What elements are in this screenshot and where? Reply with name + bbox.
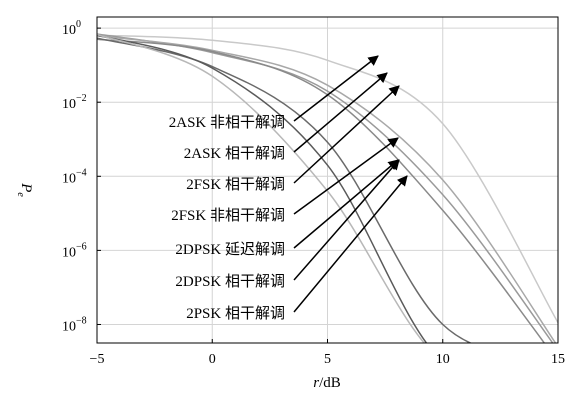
series-line-3 — [97, 35, 557, 343]
x-axis-unit: /dB — [319, 375, 341, 391]
y-tick-base: 10 — [62, 23, 76, 38]
series-line-1 — [97, 34, 558, 323]
y-tick-label: 100 — [62, 19, 81, 38]
y-tick-base: 10 — [62, 97, 76, 112]
annotation-label: 2PSK 相干解调 — [186, 305, 285, 322]
annotation-arrow — [293, 85, 400, 184]
x-axis-title: r/dB — [313, 375, 341, 391]
annotation-group: 2ASK 非相干解调 2ASK 相干解调 2FSK 相干解调 2FSK 非相干解调 2D… — [169, 55, 408, 322]
y-tick-base: 10 — [62, 245, 76, 260]
x-tick-label: 5 — [324, 352, 331, 367]
annotation-arrow — [293, 137, 399, 215]
series-line-7 — [97, 33, 426, 343]
y-axis-variable: P — [18, 182, 34, 192]
series-line-4 — [97, 38, 546, 343]
x-tick-label: −5 — [90, 352, 105, 367]
grid-lines — [97, 17, 558, 343]
y-tick-label: 10−6 — [62, 241, 87, 260]
y-tick-exponent: −4 — [76, 167, 87, 178]
y-tick-label: 10−4 — [62, 167, 87, 186]
y-tick-label: 10−8 — [62, 315, 87, 334]
y-axis-title: Pe — [15, 182, 34, 197]
y-axis-subscript: e — [15, 192, 26, 197]
annotation-arrow — [293, 55, 379, 122]
x-axis-variable: r — [313, 375, 319, 391]
annotation-label: 2FSK 非相干解调 — [171, 207, 285, 224]
x-tick-label: 0 — [209, 352, 216, 367]
annotation-label: 2ASK 非相干解调 — [169, 114, 285, 131]
annotation-label: 2FSK 相干解调 — [186, 176, 285, 193]
annotation-label: 2DPSK 延迟解调 — [175, 241, 285, 258]
y-tick-base: 10 — [62, 171, 76, 186]
curves-group — [97, 33, 558, 343]
x-tick-label: 15 — [551, 352, 565, 367]
y-tick-exponent: −2 — [76, 93, 87, 104]
annotation-label: 2ASK 相干解调 — [184, 145, 285, 162]
y-tick-exponent: −6 — [76, 241, 87, 252]
annotation-label: 2DPSK 相干解调 — [175, 273, 285, 290]
annotation-arrow — [293, 72, 388, 153]
x-ticks: −5 0 5 10 15 — [90, 339, 565, 367]
y-tick-base: 10 — [62, 319, 76, 334]
annotation-arrow — [293, 159, 399, 249]
series-line-6 — [97, 34, 428, 343]
annotation-arrow — [293, 175, 408, 313]
annotation-arrow — [293, 159, 400, 281]
y-tick-exponent: −8 — [76, 315, 87, 326]
y-tick-exponent: 0 — [76, 19, 81, 30]
y-tick-label: 10−2 — [62, 93, 87, 112]
x-tick-label: 10 — [436, 352, 450, 367]
